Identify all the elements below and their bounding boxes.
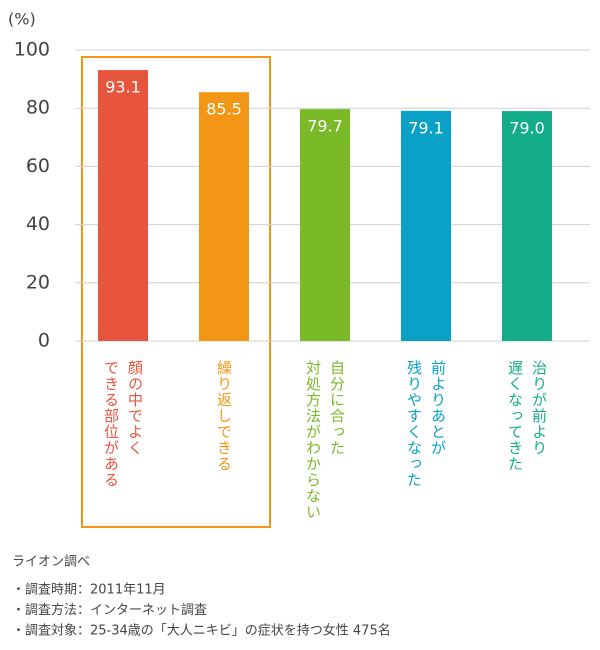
highlight-box (81, 56, 271, 528)
note: ・調査時期：2011年11月 (12, 583, 166, 598)
bar (300, 109, 350, 341)
x-tick-label: 顔の中でよく (126, 360, 144, 456)
note: ・調査対象：25-34歳の「大人ニキビ」の症状を持つ女性 475名 (12, 623, 391, 639)
x-tick-label: 治りが前より (530, 360, 548, 456)
bar (401, 110, 451, 341)
y-tick-label: 60 (26, 155, 50, 177)
value-label: 93.1 (105, 78, 141, 97)
x-tick-label: 残りやすくなった (405, 360, 423, 488)
value-label: 79.7 (307, 117, 343, 136)
value-label: 85.5 (206, 100, 242, 119)
value-label: 79.1 (408, 118, 444, 137)
x-tick-label: できる部位がある (102, 360, 120, 488)
y-tick-label: 0 (38, 330, 50, 352)
y-tick-label: 80 (26, 97, 50, 119)
value-label: 79.0 (509, 119, 545, 138)
x-tick-label: 遅くなってきた (506, 360, 524, 472)
bar (199, 92, 249, 341)
bar (502, 111, 552, 341)
x-tick-label: 自分に合った (328, 360, 346, 456)
x-tick-label: 前よりあとが (429, 360, 447, 456)
y-tick-label: 40 (26, 213, 50, 235)
bar (98, 70, 148, 341)
x-tick-label: 対処方法がわからない (304, 360, 322, 520)
x-tick-label: 繰り返しできる (215, 360, 233, 472)
note: ・調査方法：インターネット調査 (12, 602, 207, 618)
y-tick-label: 100 (14, 39, 50, 61)
y-unit: (%) (8, 10, 36, 29)
y-tick-label: 20 (26, 271, 50, 293)
source: ライオン調べ (12, 555, 90, 570)
